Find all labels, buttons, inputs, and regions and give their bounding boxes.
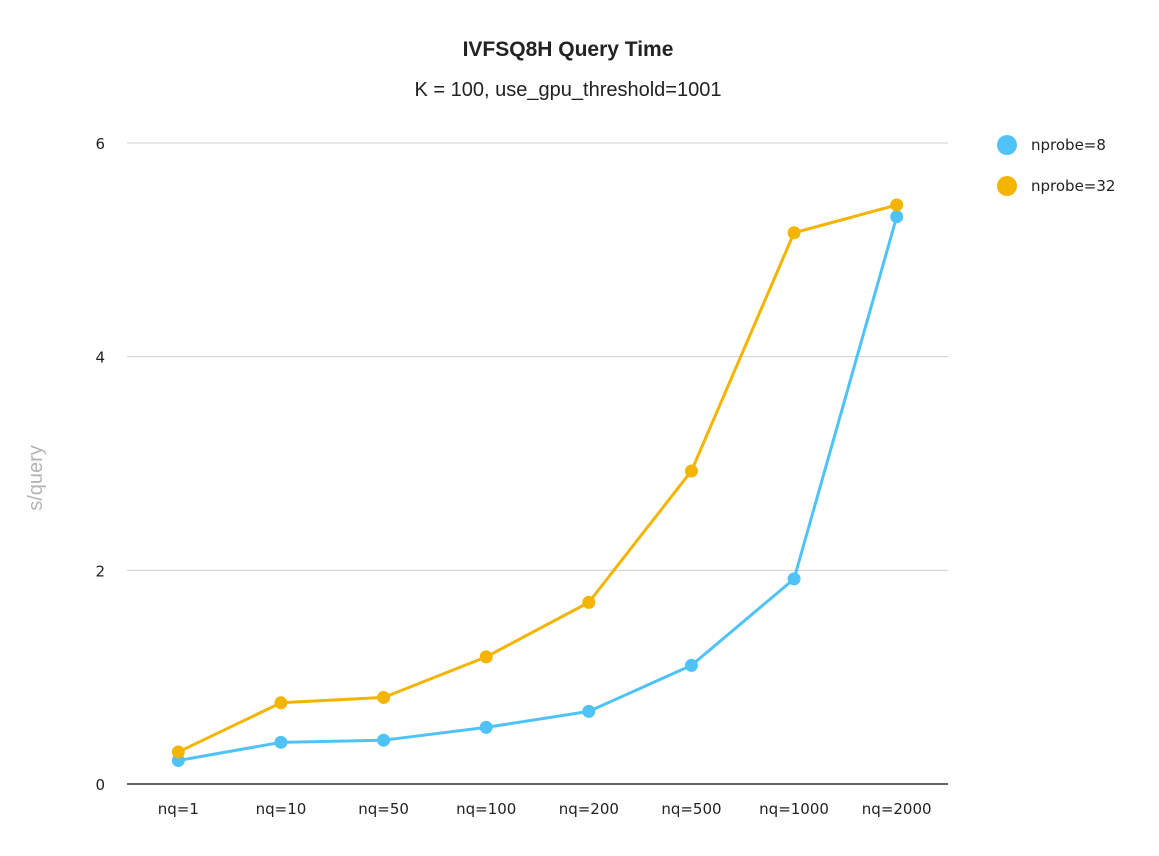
data-point xyxy=(582,595,596,609)
series-group xyxy=(171,198,904,767)
legend-label: nprobe=8 xyxy=(1031,136,1106,154)
x-tick-label: nq=50 xyxy=(358,800,409,818)
x-tick-label: nq=2000 xyxy=(862,800,932,818)
y-tick-label: 4 xyxy=(95,349,105,367)
data-point xyxy=(890,198,904,212)
series-nprobe=32 xyxy=(171,198,904,759)
x-tick-label: nq=1000 xyxy=(759,800,829,818)
data-point xyxy=(684,464,698,478)
data-point xyxy=(377,733,391,747)
legend-item: nprobe=8 xyxy=(997,135,1106,155)
series-nprobe=8 xyxy=(171,210,904,767)
y-axis-label: s/query xyxy=(25,445,47,511)
gridlines xyxy=(127,142,948,785)
legend-marker xyxy=(997,176,1017,196)
data-point xyxy=(274,735,288,749)
x-tick-label: nq=100 xyxy=(456,800,516,818)
y-tick-label: 0 xyxy=(95,776,105,794)
chart-title: IVFSQ8H Query Time xyxy=(463,38,674,61)
x-tick-label: nq=500 xyxy=(661,800,721,818)
legend-item: nprobe=32 xyxy=(997,176,1115,196)
x-tick-label: nq=200 xyxy=(559,800,619,818)
data-point xyxy=(479,720,493,734)
y-tick-label: 2 xyxy=(95,562,105,580)
legend-label: nprobe=32 xyxy=(1031,177,1115,195)
legend-marker xyxy=(997,135,1017,155)
y-axis-ticks: 0 2 4 6 xyxy=(95,135,105,794)
legend: nprobe=8 nprobe=32 xyxy=(997,135,1115,196)
x-axis-ticks: nq=1 nq=10 nq=50 nq=100 nq=200 nq=500 nq=1000 n… xyxy=(158,800,932,818)
data-point xyxy=(787,572,801,586)
chart-subtitle: K = 100, use_gpu_threshold=1001 xyxy=(415,79,722,101)
data-point xyxy=(479,650,493,664)
series-line xyxy=(178,216,899,762)
data-point xyxy=(377,690,391,704)
x-tick-label: nq=1 xyxy=(158,800,199,818)
data-point xyxy=(684,658,698,672)
data-point xyxy=(582,704,596,718)
data-point xyxy=(171,745,185,759)
x-tick-label: nq=10 xyxy=(256,800,307,818)
data-point xyxy=(274,696,288,710)
data-point xyxy=(787,226,801,240)
data-point xyxy=(890,210,904,224)
y-tick-label: 6 xyxy=(95,135,105,153)
series-line xyxy=(177,203,898,754)
